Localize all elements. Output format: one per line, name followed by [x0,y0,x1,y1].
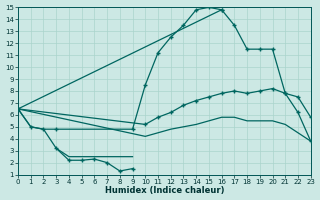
X-axis label: Humidex (Indice chaleur): Humidex (Indice chaleur) [105,186,224,195]
